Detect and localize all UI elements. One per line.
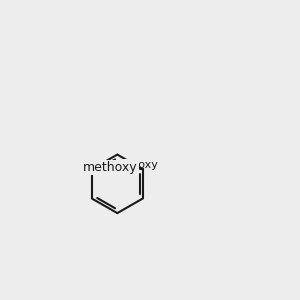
Text: methoxy: methoxy (83, 161, 138, 174)
Text: methoxy: methoxy (109, 160, 158, 170)
Text: O: O (120, 161, 131, 175)
